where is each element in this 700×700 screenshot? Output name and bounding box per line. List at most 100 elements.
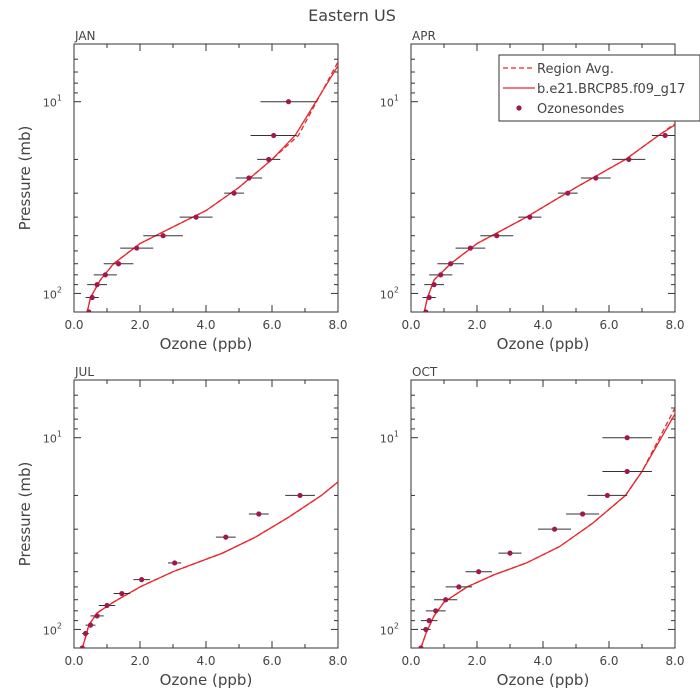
- ozonesonde-point: [87, 622, 94, 628]
- data-jul: [78, 481, 338, 648]
- y-tick-label: 102: [43, 621, 62, 637]
- ozonesonde-point: [102, 272, 108, 278]
- region-avg-line: [420, 407, 675, 648]
- x-tick-label: 4.0: [196, 318, 215, 332]
- model-line: [423, 124, 675, 312]
- region-avg-line: [86, 61, 338, 312]
- x-axis-label-jan: Ozone (ppb): [160, 335, 253, 353]
- ozonesonde-point: [626, 156, 632, 163]
- ozonesonde-point: [223, 534, 229, 540]
- ozonesonde-point: [231, 190, 237, 196]
- x-axis-label-jul: Ozone (ppb): [160, 671, 253, 689]
- ozonesonde-point: [593, 175, 599, 181]
- legend-label: Region Avg.: [537, 62, 614, 77]
- panel-label-jan: JAN: [74, 29, 96, 43]
- x-tick-label: 6.0: [262, 318, 281, 332]
- ozonesonde-point: [565, 190, 571, 196]
- ozonesonde-point: [160, 233, 166, 239]
- x-tick-label: 2.0: [130, 654, 149, 668]
- ozonesonde-point: [467, 245, 473, 251]
- ozonesonde-point: [271, 132, 277, 139]
- data-apr: [422, 123, 675, 312]
- x-tick-label: 6.0: [262, 654, 281, 668]
- ozonesonde-point: [426, 618, 432, 624]
- ozonesonde-point: [246, 175, 252, 181]
- ozonesonde-point: [418, 645, 424, 648]
- x-tick-label: 4.0: [533, 654, 552, 668]
- ozonesonde-point: [139, 577, 145, 583]
- ozonesonde-point: [438, 272, 444, 278]
- data-jan: [85, 61, 338, 312]
- ozonesonde-point: [134, 245, 140, 251]
- panel-label-apr: APR: [412, 29, 436, 43]
- ozonesonde-point: [94, 282, 100, 288]
- x-tick-label: 4.0: [196, 654, 215, 668]
- panel-label-jul: JUL: [74, 365, 94, 379]
- y-axis-label-jan: Pressure (mb): [16, 126, 34, 231]
- ozonesonde-point: [448, 261, 454, 267]
- ozonesonde-point: [297, 492, 303, 499]
- panel-oct: OCT 0.0 2.0 4.0 6.0 8.0 Ozone (ppb) 101 102: [380, 365, 685, 689]
- ozonesonde-point: [115, 261, 122, 267]
- ozonesonde-point: [89, 294, 95, 301]
- plot-frame-oct: [410, 379, 676, 649]
- legend-label: b.e21.BRCP85.f09_g17: [537, 82, 685, 97]
- ozonesonde-point: [456, 584, 462, 590]
- ozonesonde-point: [94, 613, 100, 619]
- y-tick-label: 101: [380, 94, 399, 110]
- ozonesonde-point: [662, 132, 668, 139]
- ozonesonde-point: [507, 550, 513, 556]
- ozonesonde-point: [285, 99, 292, 105]
- plot-frame-jan: [73, 43, 339, 313]
- x-tick-label: 6.0: [599, 654, 618, 668]
- x-axis-label-oct: Ozone (ppb): [497, 671, 590, 689]
- ozonesonde-point: [624, 435, 630, 441]
- y-axis-label-jul: Pressure (mb): [16, 462, 34, 567]
- ozonesonde-point: [476, 569, 482, 575]
- panel-apr: APR 0.0 2.0 4.0 6.0 8.0 Ozone (ppb) 101 102: [380, 29, 685, 353]
- ozonesonde-point: [426, 294, 432, 301]
- ozonesonde-point: [551, 526, 558, 532]
- x-tick-label: 2.0: [130, 318, 149, 332]
- x-tick-label: 8.0: [665, 318, 684, 332]
- ozonesonde-point: [82, 630, 89, 637]
- x-tick-label: 2.0: [467, 318, 486, 332]
- x-tick-label: 6.0: [599, 318, 618, 332]
- x-tick-label: 4.0: [533, 318, 552, 332]
- y-tick-label: 102: [380, 621, 399, 637]
- ozonesonde-point: [193, 214, 199, 220]
- figure-title: Eastern US: [308, 6, 396, 25]
- legend-symbol-dot: [516, 105, 522, 111]
- ozonesonde-point: [119, 590, 125, 597]
- region-avg-line: [423, 123, 675, 312]
- legend: Region Avg. b.e21.BRCP85.f09_g17 Ozonesond…: [498, 54, 700, 122]
- model-line: [86, 65, 338, 312]
- region-avg-line: [81, 481, 338, 648]
- y-tick-label: 102: [43, 285, 62, 301]
- y-tick-label: 101: [43, 94, 62, 110]
- ozonesonde-point: [423, 626, 429, 633]
- ozonesonde-point: [443, 597, 449, 603]
- panel-jan: JAN 0.0 2.0 4.0 6.0 8.0 Ozone (ppb) 101 102 Press…: [16, 29, 348, 353]
- ozonesonde-point: [580, 511, 586, 517]
- y-tick-label: 101: [380, 430, 399, 446]
- model-line: [81, 481, 338, 648]
- ozonesonde-point: [172, 560, 178, 566]
- ozonesonde-point: [104, 602, 110, 609]
- x-tick-label: 8.0: [665, 654, 684, 668]
- ozonesonde-point: [79, 645, 85, 648]
- x-tick-label: 8.0: [328, 654, 347, 668]
- x-tick-label: 0.0: [64, 654, 83, 668]
- panels-group: JAN 0.0 2.0 4.0 6.0 8.0 Ozone (ppb) 101 102 Press…: [16, 29, 685, 689]
- ozonesonde-point: [604, 492, 610, 499]
- ozonesonde-point: [624, 468, 630, 475]
- model-line: [420, 413, 675, 648]
- x-tick-label: 2.0: [467, 654, 486, 668]
- data-oct: [417, 407, 675, 648]
- x-tick-label: 0.0: [64, 318, 83, 332]
- y-tick-label: 102: [380, 285, 399, 301]
- legend-label: Ozonesondes: [537, 102, 624, 117]
- y-tick-label: 101: [43, 430, 62, 446]
- x-tick-label: 0.0: [401, 654, 420, 668]
- x-tick-label: 8.0: [328, 318, 347, 332]
